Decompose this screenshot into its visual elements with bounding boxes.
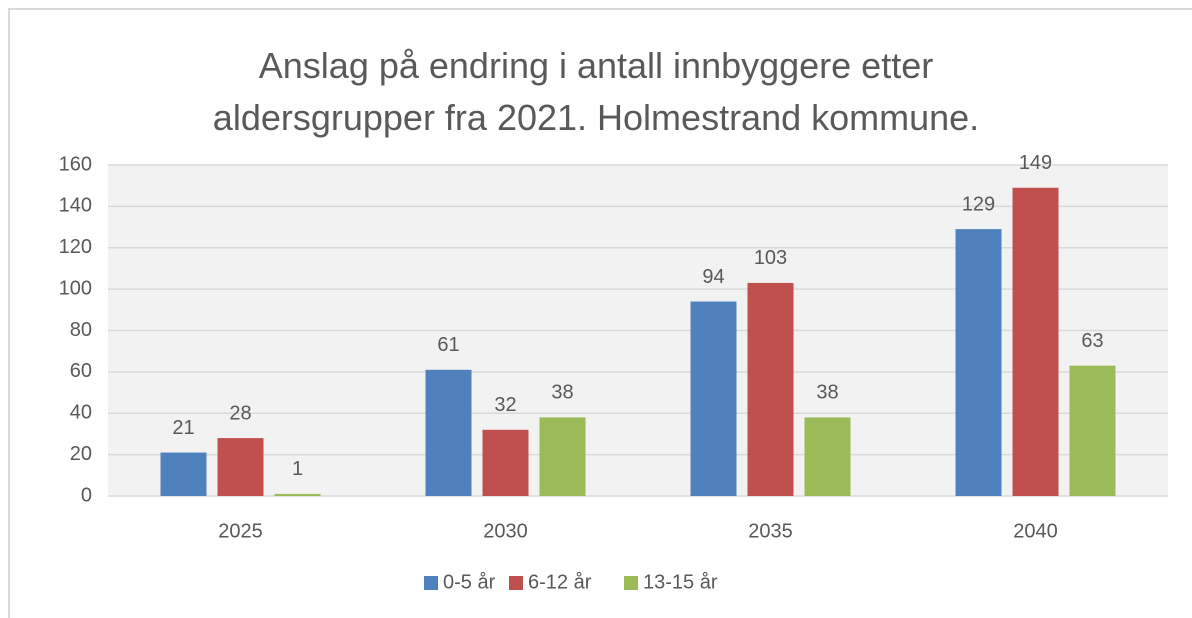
data-label: 103 xyxy=(754,247,787,269)
bar xyxy=(747,282,794,496)
bar xyxy=(690,301,737,496)
data-label: 129 xyxy=(962,193,995,215)
legend-swatch xyxy=(424,576,438,590)
x-tick-label: 2025 xyxy=(218,520,263,542)
y-tick-label: 40 xyxy=(70,402,92,424)
chart-frame xyxy=(8,8,1192,618)
bar xyxy=(482,429,529,496)
y-tick-label: 0 xyxy=(81,484,92,506)
bar xyxy=(1012,187,1059,496)
data-label: 38 xyxy=(816,382,838,404)
x-tick-label: 2030 xyxy=(483,520,528,542)
bar xyxy=(804,417,851,496)
y-tick-label: 60 xyxy=(70,360,92,382)
data-label: 149 xyxy=(1019,152,1052,174)
data-label: 32 xyxy=(494,394,516,416)
chart-title: Anslag på endring i antall innbyggere et… xyxy=(212,45,980,138)
y-tick-label: 20 xyxy=(70,443,92,465)
legend-label: 13-15 år xyxy=(643,571,718,593)
data-label: 28 xyxy=(229,402,251,424)
data-label: 21 xyxy=(172,417,194,439)
bar xyxy=(274,493,321,496)
y-tick-label: 80 xyxy=(70,319,92,341)
data-label: 38 xyxy=(551,382,573,404)
bar xyxy=(425,369,472,496)
bar xyxy=(217,438,264,496)
data-label: 1 xyxy=(292,458,303,480)
bar xyxy=(160,452,207,496)
legend-swatch xyxy=(509,576,523,590)
y-tick-label: 160 xyxy=(59,153,92,175)
x-tick-label: 2040 xyxy=(1013,520,1058,542)
y-tick-label: 140 xyxy=(59,195,92,217)
y-tick-label: 100 xyxy=(59,277,92,299)
title-box: Anslag på endring i antall innbyggere et… xyxy=(0,40,1192,144)
legend-swatch xyxy=(624,576,638,590)
data-label: 63 xyxy=(1081,330,1103,352)
bar xyxy=(539,417,586,496)
data-label: 94 xyxy=(702,266,724,288)
legend-label: 6-12 år xyxy=(528,571,592,593)
data-label: 61 xyxy=(437,334,459,356)
bar xyxy=(1069,365,1116,496)
x-tick-label: 2035 xyxy=(748,520,793,542)
bar xyxy=(955,229,1002,496)
y-tick-label: 120 xyxy=(59,236,92,258)
legend-label: 0-5 år xyxy=(443,571,496,593)
